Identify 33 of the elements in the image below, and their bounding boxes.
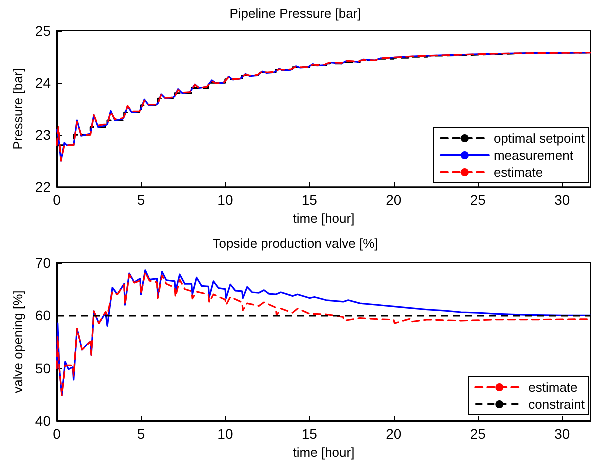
legend-label: estimate — [494, 165, 544, 180]
y-tick-label: 24 — [35, 75, 52, 92]
y-axis-title: Pressure [bar] — [10, 68, 26, 150]
x-tick-label: 0 — [53, 192, 62, 208]
x-tick-label: 15 — [302, 426, 318, 442]
x-tick-label: 10 — [218, 426, 234, 442]
y-axis-title: valve opening [%] — [10, 290, 26, 394]
x-tick-label: 5 — [137, 426, 146, 442]
x-tick-label: 30 — [554, 192, 570, 208]
x-tick-label: 25 — [470, 426, 486, 442]
y-tick-label: 23 — [35, 127, 52, 144]
x-tick-label: 0 — [53, 426, 62, 442]
x-tick-label: 20 — [386, 426, 402, 442]
chart-title: Topside production valve [%] — [212, 236, 378, 251]
legend-label: optimal setpoint — [494, 131, 586, 146]
x-tick-label: 30 — [554, 426, 570, 442]
x-tick-label: 25 — [470, 192, 486, 208]
chart-title: Pipeline Pressure [bar] — [230, 6, 362, 21]
x-tick-label: 5 — [137, 192, 146, 208]
y-tick-label: 60 — [35, 308, 52, 324]
y-tick-label: 50 — [35, 360, 52, 376]
x-tick-label: 10 — [218, 192, 234, 208]
x-tick-label: 15 — [302, 192, 318, 208]
y-tick-label: 25 — [35, 23, 52, 39]
x-axis-title: time [hour] — [293, 211, 355, 226]
y-tick-label: 22 — [35, 179, 52, 196]
y-tick-label: 70 — [35, 255, 52, 271]
legend-label: constraint — [528, 397, 586, 412]
y-tick-label: 40 — [35, 413, 52, 429]
x-tick-label: 20 — [386, 192, 402, 208]
legend-label: measurement — [494, 148, 574, 163]
x-axis-title: time [hour] — [293, 444, 355, 460]
legend-label: estimate — [528, 380, 578, 395]
